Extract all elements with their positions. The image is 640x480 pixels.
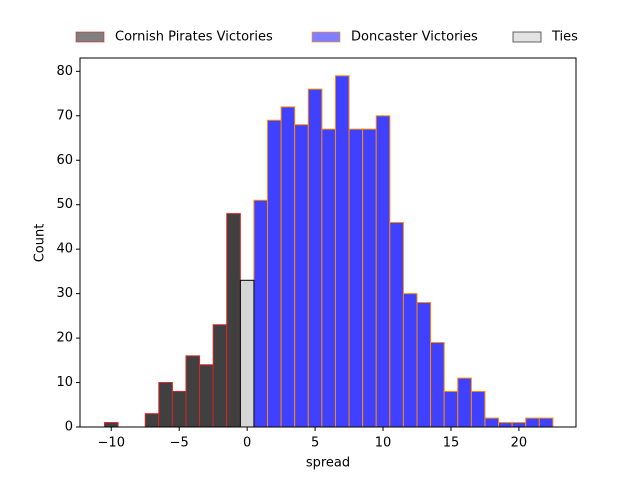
- legend-label: Cornish Pirates Victories: [115, 30, 273, 45]
- y-tick-label: 0: [65, 420, 73, 435]
- x-axis-label: spread: [306, 456, 350, 471]
- histogram-bar: [484, 417, 500, 428]
- histogram-bar: [226, 213, 241, 428]
- y-tick-label: 60: [56, 153, 73, 168]
- histogram-bar: [334, 75, 350, 428]
- histogram-bar: [307, 88, 323, 428]
- histogram-bar: [498, 422, 513, 428]
- x-tick-label: 10: [375, 436, 392, 451]
- legend-swatch: [75, 31, 105, 43]
- histogram-bar: [103, 422, 119, 428]
- histogram-bar: [144, 413, 160, 428]
- legend-label: Ties: [551, 30, 578, 45]
- x-tick-label: −10: [98, 436, 125, 451]
- x-tick-label: 15: [443, 436, 460, 451]
- histogram-bar: [280, 106, 296, 428]
- histogram-bar: [389, 221, 404, 428]
- histogram-bar: [253, 199, 269, 428]
- legend-swatch: [512, 31, 542, 43]
- y-tick-label: 80: [56, 64, 73, 79]
- histogram-bar: [511, 422, 527, 428]
- histogram-bar: [185, 355, 201, 428]
- histogram-bar: [375, 115, 391, 428]
- histogram-bar: [525, 417, 540, 428]
- histogram-bar: [239, 279, 255, 428]
- y-tick-label: 30: [56, 286, 73, 301]
- histogram-bar: [267, 119, 282, 428]
- y-tick-label: 70: [56, 108, 73, 123]
- legend-label: Doncaster Victories: [351, 30, 478, 45]
- histogram-bar: [538, 417, 554, 428]
- y-tick-label: 20: [56, 331, 73, 346]
- histogram-bar: [348, 128, 364, 428]
- y-axis-label: Count: [33, 224, 48, 263]
- histogram-bar: [199, 364, 214, 428]
- histogram-bar: [430, 342, 445, 428]
- y-tick-label: 50: [56, 197, 73, 212]
- histogram-bar: [443, 390, 459, 428]
- x-tick-label: 0: [243, 436, 251, 451]
- legend-swatch: [311, 31, 341, 43]
- histogram-bar: [457, 377, 472, 428]
- histogram-bar: [171, 390, 187, 428]
- histogram-bar: [212, 324, 228, 428]
- y-tick-label: 40: [56, 242, 73, 257]
- x-tick-label: −5: [170, 436, 189, 451]
- histogram-bar: [158, 382, 173, 428]
- y-tick-label: 10: [56, 375, 73, 390]
- histogram-bar: [470, 390, 486, 428]
- histogram-bar: [321, 128, 336, 428]
- x-tick-label: 20: [511, 436, 528, 451]
- histogram-bar: [294, 124, 309, 428]
- plot-frame: [79, 57, 577, 428]
- histogram-bar: [402, 293, 418, 428]
- x-tick-label: 5: [311, 436, 319, 451]
- histogram-bar: [362, 128, 377, 428]
- histogram-bar: [416, 302, 432, 428]
